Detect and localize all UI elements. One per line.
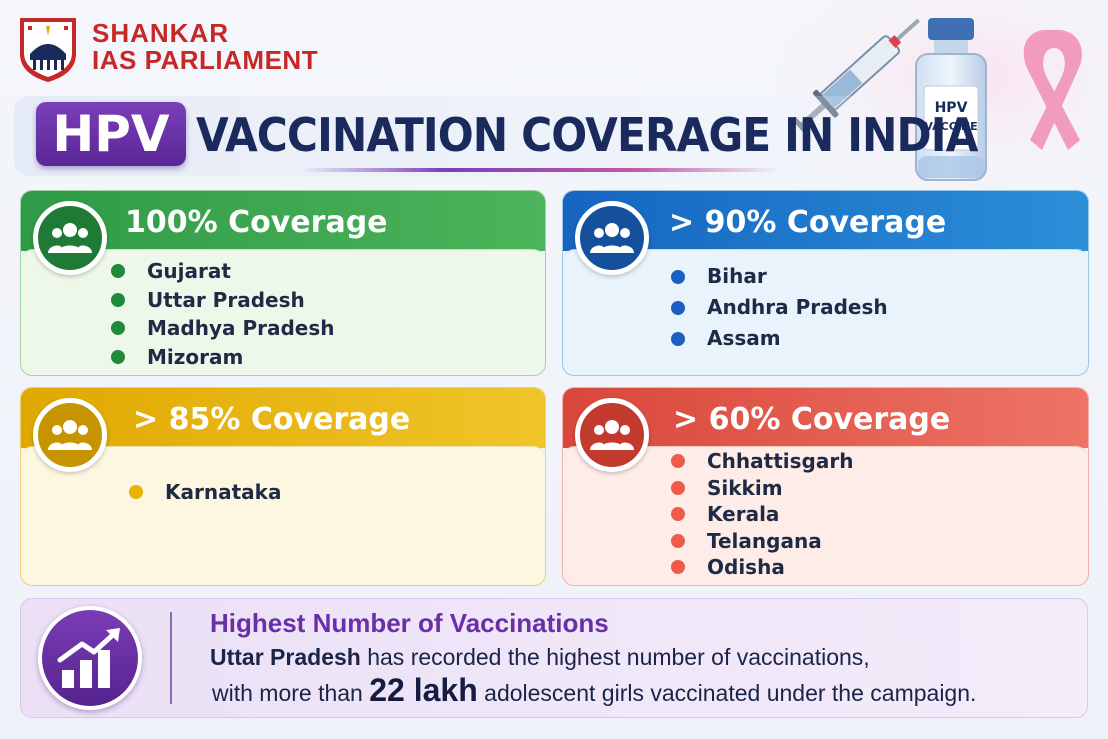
brand-line-2: IAS PARLIAMENT <box>92 45 319 75</box>
group-people-icon <box>33 398 107 472</box>
card-body <box>21 446 545 585</box>
coverage-card-90: > 90% Coverage Bihar Andhra Pradesh Assa… <box>562 190 1089 376</box>
brand-line-1: SHANKAR <box>92 18 229 48</box>
list-item: Telangana <box>671 528 853 555</box>
highlight-heading: Highest Number of Vaccinations <box>210 608 609 638</box>
growth-chart-icon <box>38 606 142 710</box>
highlight-line-1-rest: has recorded the highest number of vacci… <box>360 644 870 670</box>
state-list: Gujarat Uttar Pradesh Madhya Pradesh Miz… <box>111 257 335 371</box>
card-title: > 85% Coverage <box>133 402 411 437</box>
list-item: Gujarat <box>111 257 335 286</box>
state-list: Bihar Andhra Pradesh Assam <box>671 261 888 354</box>
card-header <box>563 388 1088 448</box>
list-item: Chhattisgarh <box>671 448 853 475</box>
state-list: Chhattisgarh Sikkim Kerala Telangana Odi… <box>671 448 853 581</box>
vial-label-line-2: VACCINE <box>924 120 977 133</box>
card-title: 100% Coverage <box>125 205 388 240</box>
page-title: VACCINATION COVERAGE IN INDIA <box>196 108 978 162</box>
divider <box>170 612 172 704</box>
highlight-line-1: Uttar Pradesh has recorded the highest n… <box>210 642 870 672</box>
coverage-card-85: > 85% Coverage Karnataka <box>20 387 546 586</box>
vaccine-vial-icon: HPV VACCINE <box>915 18 987 181</box>
list-item: Sikkim <box>671 475 853 502</box>
parliament-emblem-icon <box>20 18 76 82</box>
group-people-icon <box>575 201 649 275</box>
title-underline <box>300 168 780 172</box>
list-item: Odisha <box>671 554 853 581</box>
brand-name: SHANKAR IAS PARLIAMENT <box>92 20 318 74</box>
highlight-number: 22 lakh <box>369 672 478 708</box>
list-item: Assam <box>671 323 888 354</box>
list-item: Madhya Pradesh <box>111 314 335 343</box>
state-list: Karnataka <box>129 478 281 506</box>
highlight-state: Uttar Pradesh <box>210 644 361 670</box>
list-item: Karnataka <box>129 478 281 506</box>
highlight-line-2: with more than 22 lakh adolescent girls … <box>212 672 976 711</box>
list-item: Uttar Pradesh <box>111 286 335 315</box>
title-badge: HPV <box>36 102 186 166</box>
vial-label-line-1: HPV <box>935 100 968 116</box>
card-header <box>21 388 545 448</box>
list-item: Andhra Pradesh <box>671 292 888 323</box>
card-title: > 60% Coverage <box>673 402 951 437</box>
card-title: > 90% Coverage <box>669 205 947 240</box>
list-item: Kerala <box>671 501 853 528</box>
list-item: Bihar <box>671 261 888 292</box>
list-item: Mizoram <box>111 343 335 372</box>
coverage-card-100: 100% Coverage Gujarat Uttar Pradesh Madh… <box>20 190 546 376</box>
awareness-ribbon-icon <box>1023 30 1082 150</box>
highlight-line-2-pre: with more than <box>212 680 370 706</box>
coverage-card-60: > 60% Coverage Chhattisgarh Sikkim Keral… <box>562 387 1089 586</box>
highlight-panel <box>20 598 1088 718</box>
highlight-line-2-post: adolescent girls vaccinated under the ca… <box>477 680 977 706</box>
group-people-icon <box>575 398 649 472</box>
group-people-icon <box>33 201 107 275</box>
card-header <box>563 191 1088 251</box>
card-header <box>21 191 545 251</box>
